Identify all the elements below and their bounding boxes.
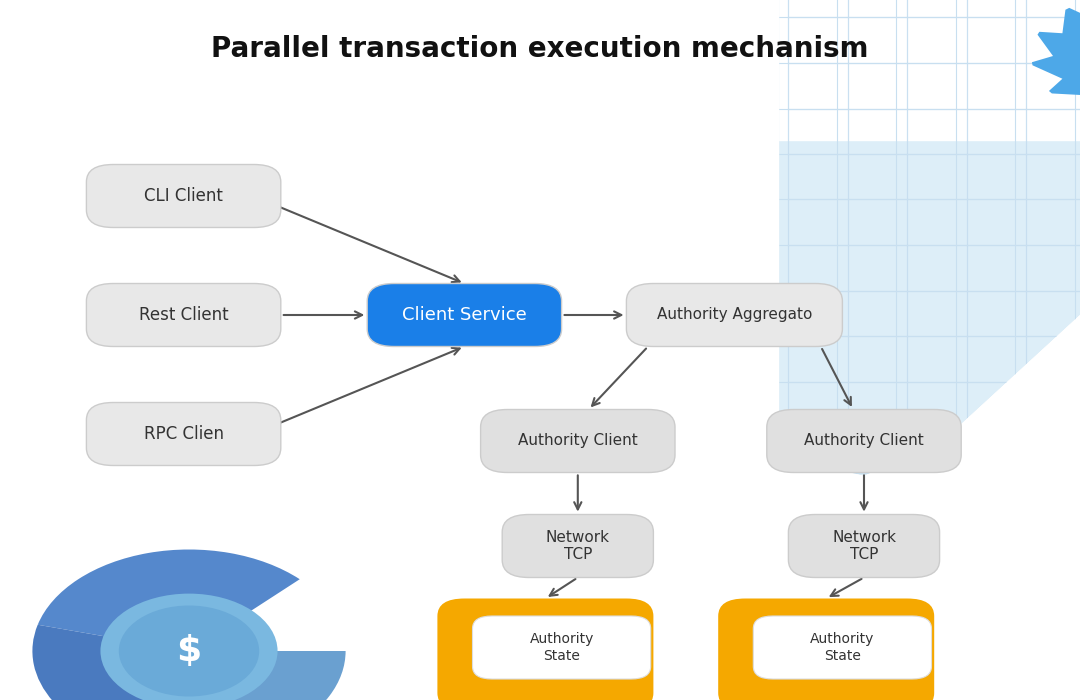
Text: Authority Aggregato: Authority Aggregato bbox=[657, 307, 812, 323]
Text: Authority Client: Authority Client bbox=[805, 433, 923, 449]
Wedge shape bbox=[148, 651, 346, 700]
FancyBboxPatch shape bbox=[788, 514, 940, 578]
Text: $: $ bbox=[176, 634, 202, 668]
Text: RPC Clien: RPC Clien bbox=[144, 425, 224, 443]
Polygon shape bbox=[1031, 0, 1080, 116]
FancyBboxPatch shape bbox=[437, 598, 653, 700]
FancyBboxPatch shape bbox=[367, 284, 562, 346]
Polygon shape bbox=[778, 0, 1080, 476]
Text: Authority
State: Authority State bbox=[529, 632, 594, 663]
Polygon shape bbox=[778, 0, 1080, 476]
Circle shape bbox=[119, 606, 259, 696]
FancyBboxPatch shape bbox=[86, 402, 281, 466]
FancyBboxPatch shape bbox=[754, 616, 931, 679]
Text: Parallel transaction execution mechanism: Parallel transaction execution mechanism bbox=[212, 35, 868, 63]
Text: Network
TCP: Network TCP bbox=[545, 530, 610, 562]
FancyBboxPatch shape bbox=[86, 164, 281, 228]
FancyBboxPatch shape bbox=[481, 410, 675, 473]
Text: Authority 2: Authority 2 bbox=[784, 616, 868, 631]
Circle shape bbox=[100, 594, 278, 700]
Text: Network
TCP: Network TCP bbox=[832, 530, 896, 562]
Text: CLI Client: CLI Client bbox=[144, 187, 224, 205]
Polygon shape bbox=[0, 252, 389, 700]
FancyBboxPatch shape bbox=[767, 410, 961, 473]
Polygon shape bbox=[0, 0, 1080, 336]
FancyBboxPatch shape bbox=[626, 284, 842, 346]
FancyBboxPatch shape bbox=[502, 514, 653, 578]
Polygon shape bbox=[0, 266, 367, 700]
Polygon shape bbox=[0, 0, 778, 700]
FancyBboxPatch shape bbox=[86, 284, 281, 346]
Polygon shape bbox=[778, 315, 1080, 700]
Polygon shape bbox=[778, 315, 1080, 700]
Text: Rest Client: Rest Client bbox=[139, 306, 228, 324]
Text: Authority 1: Authority 1 bbox=[503, 616, 588, 631]
Text: Authority
State: Authority State bbox=[810, 632, 875, 663]
Text: Authority Client: Authority Client bbox=[518, 433, 637, 449]
Wedge shape bbox=[38, 550, 300, 651]
Wedge shape bbox=[32, 624, 189, 700]
Text: Client Service: Client Service bbox=[402, 306, 527, 324]
FancyBboxPatch shape bbox=[718, 598, 934, 700]
FancyBboxPatch shape bbox=[473, 616, 650, 679]
